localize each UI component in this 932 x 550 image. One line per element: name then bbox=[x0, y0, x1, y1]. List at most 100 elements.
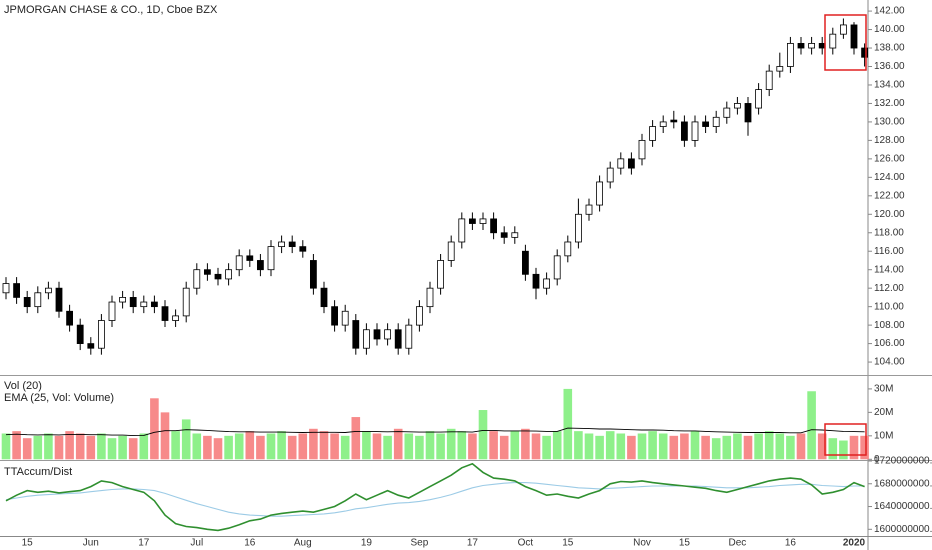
volume-bar bbox=[786, 435, 795, 460]
volume-bar bbox=[404, 433, 414, 460]
volume-bar bbox=[563, 388, 573, 460]
y-tick-label: 108.00 bbox=[874, 320, 905, 331]
candle-body bbox=[288, 241, 296, 248]
candle-body bbox=[426, 287, 434, 308]
y-tick-label: 104.00 bbox=[874, 357, 905, 368]
candle-body bbox=[76, 324, 84, 344]
volume-bar bbox=[616, 433, 626, 460]
x-tick-label: Sep bbox=[411, 538, 429, 549]
volume-bar bbox=[203, 435, 212, 460]
candle-body bbox=[585, 204, 593, 215]
volume-bar bbox=[775, 433, 785, 460]
candle-body bbox=[150, 301, 158, 308]
y-tick-label: 142.00 bbox=[874, 6, 905, 17]
series-line bbox=[5, 462, 865, 532]
candle-body bbox=[405, 324, 413, 349]
volume-bar bbox=[531, 433, 541, 460]
candle-body bbox=[299, 246, 307, 252]
candle-body bbox=[45, 287, 52, 294]
candle-body bbox=[182, 287, 190, 317]
volume-bar bbox=[107, 438, 117, 460]
volume-bar bbox=[362, 431, 371, 460]
candle-body bbox=[309, 260, 317, 289]
y-tick-label: 30M bbox=[874, 384, 893, 395]
candle-body bbox=[628, 158, 635, 169]
volume-bar bbox=[637, 433, 647, 460]
x-tick-label: 16 bbox=[244, 538, 256, 549]
volume-bar bbox=[118, 435, 127, 460]
candle-body bbox=[256, 260, 264, 271]
volume-bar bbox=[150, 398, 159, 460]
candle-body bbox=[850, 24, 858, 49]
volume-bar bbox=[298, 433, 308, 460]
candle-body bbox=[161, 306, 169, 321]
candle-body bbox=[362, 329, 370, 349]
volume-bar bbox=[192, 433, 202, 460]
volume-bar bbox=[457, 431, 467, 460]
volume-bar bbox=[849, 435, 859, 460]
volume-bar bbox=[128, 438, 138, 460]
candle-body bbox=[267, 246, 275, 271]
candle-body bbox=[235, 255, 243, 271]
volume-bar bbox=[743, 435, 753, 460]
y-tick-label: 138.00 bbox=[874, 43, 905, 54]
candle-body bbox=[797, 43, 805, 49]
y-tick-label: 0 bbox=[874, 454, 880, 465]
candle-body bbox=[352, 320, 360, 349]
candle-body bbox=[34, 292, 42, 308]
volume-bar bbox=[97, 433, 106, 460]
candle-body bbox=[575, 213, 582, 243]
y-tick-label: 124.00 bbox=[874, 172, 905, 183]
volume-bar bbox=[54, 435, 64, 460]
candle-body bbox=[437, 260, 445, 289]
volume-bar bbox=[287, 435, 297, 460]
y-tick-label: 1680000000.00 bbox=[874, 478, 932, 489]
y-tick-label: 20M bbox=[874, 407, 893, 418]
candle-body bbox=[553, 255, 561, 280]
x-tick-label: 16 bbox=[785, 538, 797, 549]
volume-bar bbox=[839, 440, 848, 460]
candle-body bbox=[776, 66, 784, 72]
volume-bar bbox=[860, 435, 869, 460]
volume-bar bbox=[754, 433, 763, 460]
volume-bar bbox=[499, 435, 509, 460]
y-tick-label: 106.00 bbox=[874, 338, 905, 349]
candle-body bbox=[193, 269, 201, 289]
volume-bar bbox=[446, 428, 456, 460]
candle-body bbox=[225, 269, 233, 280]
candle-body bbox=[203, 269, 211, 275]
volume-bar bbox=[160, 412, 170, 460]
volume-bar bbox=[213, 438, 223, 460]
x-tick-label: 17 bbox=[138, 538, 150, 549]
candle-body bbox=[98, 320, 105, 349]
candle-body bbox=[320, 287, 328, 308]
volume-bar bbox=[309, 428, 318, 460]
volume-bar bbox=[627, 435, 636, 460]
candle-body bbox=[617, 158, 625, 169]
volume-bar bbox=[340, 435, 350, 460]
volume-bar bbox=[171, 431, 180, 460]
volume-bar bbox=[658, 433, 668, 460]
y-tick-label: 118.00 bbox=[874, 227, 904, 238]
candle-body bbox=[691, 121, 699, 141]
candle-body bbox=[543, 278, 550, 289]
volume-bar bbox=[139, 433, 149, 460]
volume-bar bbox=[595, 435, 604, 460]
ema-line bbox=[5, 427, 865, 437]
y-tick-label: 126.00 bbox=[874, 154, 905, 165]
volume-bar bbox=[796, 433, 806, 460]
highlight-box bbox=[824, 14, 867, 71]
volume-bar bbox=[245, 431, 255, 460]
volume-bar bbox=[817, 433, 827, 460]
candle-body bbox=[23, 297, 31, 308]
volume-bar bbox=[690, 431, 700, 460]
volume-bar bbox=[605, 431, 615, 460]
volume-bar bbox=[542, 435, 551, 460]
x-tick-label: 19 bbox=[361, 538, 373, 549]
candle-body bbox=[787, 43, 794, 67]
volume-bar bbox=[266, 433, 276, 460]
y-tick-label: 128.00 bbox=[874, 135, 905, 146]
y-tick-label: 1600000000.00 bbox=[874, 524, 932, 535]
candle-body bbox=[744, 103, 752, 123]
